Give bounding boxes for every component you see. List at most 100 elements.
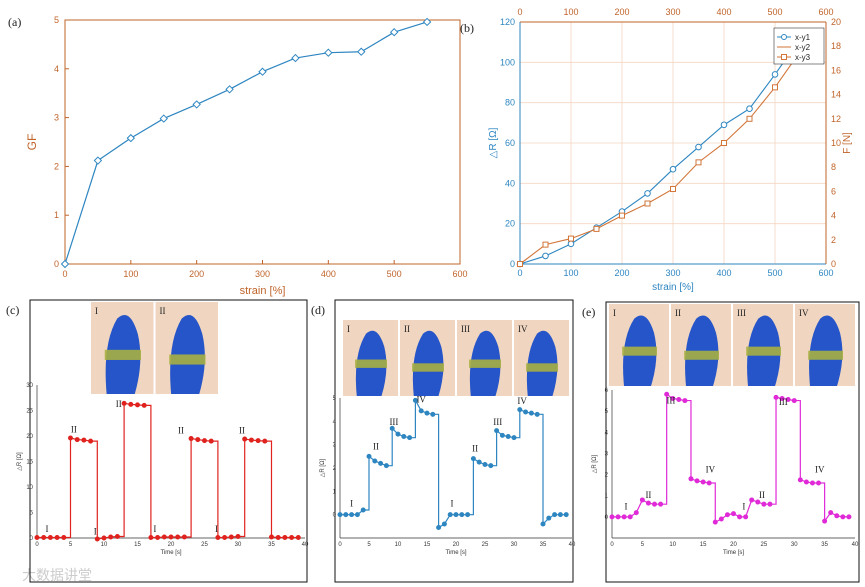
chart-e-xtick-label: 0 bbox=[610, 542, 614, 548]
chart-d-photo: II bbox=[400, 320, 455, 396]
chart-d-photo: IV bbox=[514, 320, 569, 396]
chart-d-sensor-band bbox=[412, 363, 444, 372]
chart-e-annotation: II bbox=[645, 490, 651, 500]
chart-a-ytick-label: 1 bbox=[54, 210, 59, 220]
chart-c-point bbox=[101, 535, 107, 541]
chart-c-ytick-label: 30 bbox=[26, 383, 33, 389]
chart-d-ytick-label: 3 bbox=[333, 443, 337, 449]
chart-b-x2tick-label: 100 bbox=[563, 7, 578, 17]
chart-e-ytick-label: 3 bbox=[605, 451, 609, 457]
chart-e-ytick-label: 1 bbox=[605, 494, 609, 500]
chart-e-sensor-band bbox=[684, 350, 719, 360]
chart-d-xtick-label: 40 bbox=[569, 542, 576, 548]
chart-b-legend-marker bbox=[781, 34, 787, 40]
chart-b-xtick-label: 200 bbox=[614, 268, 629, 278]
chart-e-point bbox=[688, 476, 694, 482]
chart-b-ytick-label: 40 bbox=[505, 178, 515, 188]
chart-b-point-y1 bbox=[567, 240, 575, 248]
chart-c-point bbox=[121, 400, 127, 406]
chart-c-sensor-band bbox=[104, 349, 141, 360]
chart-d-xlabel: Time [s] bbox=[445, 550, 466, 556]
chart-c-ytick-label: 25 bbox=[26, 409, 33, 415]
chart-e-point bbox=[706, 480, 712, 486]
chart-c-ytick-label: 15 bbox=[26, 460, 33, 466]
chart-c-annotation: II bbox=[71, 424, 77, 434]
chart-c-xtick-label: 30 bbox=[235, 542, 242, 548]
chart-e-ytick-label: 2 bbox=[605, 473, 609, 479]
chart-e-ytick-label: 6 bbox=[605, 388, 609, 394]
chart-b-legend-marker bbox=[781, 54, 787, 60]
chart-e-point bbox=[670, 395, 676, 401]
chart-d-annotation: I bbox=[450, 499, 453, 509]
chart-c-point bbox=[222, 534, 228, 540]
chart-d-point bbox=[343, 512, 349, 518]
chart-c-ytick-label: 10 bbox=[26, 485, 33, 491]
chart-e-point bbox=[803, 479, 809, 485]
chart-b-panel-label: (b) bbox=[460, 21, 474, 35]
chart-b-x2tick-label: 500 bbox=[767, 7, 782, 17]
chart-a-point bbox=[60, 259, 70, 269]
chart-d-point bbox=[517, 407, 523, 413]
chart-b-x2tick-label: 600 bbox=[818, 7, 833, 17]
chart-c-annotation: II bbox=[178, 425, 184, 435]
chart-b-xtick-label: 600 bbox=[818, 268, 833, 278]
chart-c-photo-label: I bbox=[95, 306, 98, 316]
chart-d-annotation: II bbox=[373, 441, 379, 451]
chart-e-xtick-label: 30 bbox=[791, 542, 798, 548]
chart-e-photo-label: II bbox=[675, 308, 681, 318]
chart-d-photo: III bbox=[457, 320, 512, 396]
chart-b-ytick-label: 80 bbox=[505, 98, 515, 108]
chart-b-series-y3 bbox=[519, 50, 801, 265]
chart-b-point-y3 bbox=[670, 185, 676, 192]
chart-d-xtick-label: 30 bbox=[511, 542, 518, 548]
chart-e-point bbox=[664, 391, 670, 397]
chart-b-y2tick-label: 0 bbox=[831, 259, 836, 269]
chart-a-ylabel: GF bbox=[25, 134, 39, 151]
chart-e-sensor-band bbox=[746, 346, 781, 356]
chart-d-annotation: III bbox=[493, 417, 502, 427]
chart-c-point bbox=[242, 436, 248, 442]
chart-b-xtick-label: 0 bbox=[517, 268, 522, 278]
chart-d-point bbox=[511, 435, 517, 441]
chart-d-point bbox=[465, 512, 471, 518]
chart-d-xtick-label: 0 bbox=[338, 542, 342, 548]
chart-c-point bbox=[228, 534, 234, 540]
chart-e-frame bbox=[605, 301, 860, 583]
chart-c-point bbox=[202, 438, 207, 444]
chart-e-xtick-label: 25 bbox=[761, 542, 768, 548]
chart-b-point-y1 bbox=[746, 105, 753, 113]
chart-d-ylabel: △R [Ω] bbox=[320, 458, 326, 477]
chart-c-point bbox=[269, 534, 274, 540]
chart-c-point bbox=[148, 534, 154, 540]
chart-c-ylabel: △R [Ω] bbox=[17, 452, 23, 471]
chart-e-photo-label: III bbox=[737, 308, 746, 318]
chart-b-legend-label: x-y2 bbox=[795, 43, 811, 52]
chart-e-point bbox=[633, 510, 639, 516]
chart-b-point-y3 bbox=[695, 159, 702, 166]
chart-b-point-y3 bbox=[517, 261, 523, 267]
chart-d-annotation: I bbox=[350, 499, 353, 509]
chart-d-point bbox=[534, 411, 540, 417]
chart-e-point bbox=[694, 478, 700, 484]
chart-b-legend-label: x-y1 bbox=[795, 33, 811, 42]
chart-d-xtick-label: 35 bbox=[540, 542, 547, 548]
chart-d-point bbox=[354, 512, 360, 518]
chart-b-y2tick-label: 18 bbox=[831, 41, 841, 51]
chart-d-point bbox=[436, 525, 442, 530]
chart-b-y2tick-label: 4 bbox=[831, 211, 836, 221]
chart-b-x2tick-label: 0 bbox=[517, 7, 522, 17]
chart-d-point bbox=[378, 460, 384, 466]
chart-c-point bbox=[175, 534, 181, 540]
chart-e-sensor-band bbox=[622, 346, 657, 356]
chart-a-ytick-label: 2 bbox=[54, 161, 59, 171]
chart-e-photo: I bbox=[609, 304, 669, 386]
chart-c-point bbox=[108, 534, 114, 540]
chart-d-ytick-label: 5 bbox=[333, 396, 337, 402]
chart-d-annotation: IV bbox=[416, 395, 426, 405]
chart-e-photo: III bbox=[733, 304, 793, 386]
chart-c-point bbox=[295, 534, 301, 540]
chart-b-y2tick-label: 8 bbox=[831, 162, 836, 172]
chart-e-point bbox=[846, 514, 852, 520]
chart-c-panel-label: (c) bbox=[6, 303, 19, 317]
chart-c-point bbox=[188, 436, 194, 442]
